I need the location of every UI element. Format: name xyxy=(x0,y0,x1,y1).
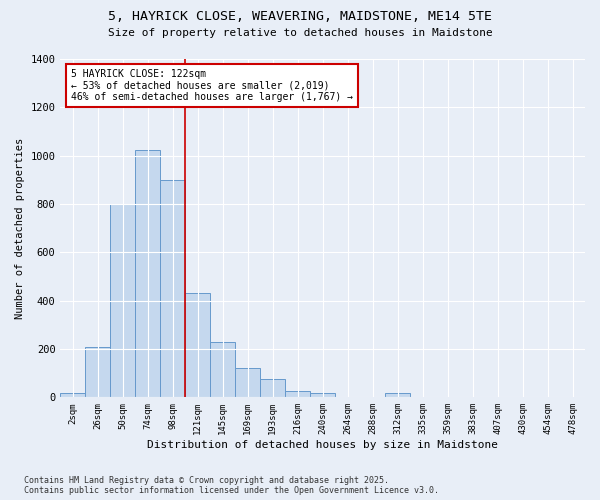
Bar xyxy=(310,392,335,398)
Bar xyxy=(110,204,136,398)
Bar xyxy=(136,150,160,398)
Text: 5, HAYRICK CLOSE, WEAVERING, MAIDSTONE, ME14 5TE: 5, HAYRICK CLOSE, WEAVERING, MAIDSTONE, … xyxy=(108,10,492,23)
Bar xyxy=(385,392,410,398)
Text: 5 HAYRICK CLOSE: 122sqm
← 53% of detached houses are smaller (2,019)
46% of semi: 5 HAYRICK CLOSE: 122sqm ← 53% of detache… xyxy=(71,69,353,102)
Bar xyxy=(285,392,310,398)
Bar xyxy=(185,294,210,398)
Bar xyxy=(85,346,110,398)
X-axis label: Distribution of detached houses by size in Maidstone: Distribution of detached houses by size … xyxy=(147,440,498,450)
Y-axis label: Number of detached properties: Number of detached properties xyxy=(15,138,25,319)
Bar xyxy=(61,392,85,398)
Text: Size of property relative to detached houses in Maidstone: Size of property relative to detached ho… xyxy=(107,28,493,38)
Bar xyxy=(235,368,260,398)
Text: Contains HM Land Registry data © Crown copyright and database right 2025.
Contai: Contains HM Land Registry data © Crown c… xyxy=(24,476,439,495)
Bar xyxy=(160,180,185,398)
Bar xyxy=(210,342,235,398)
Bar xyxy=(260,379,285,398)
